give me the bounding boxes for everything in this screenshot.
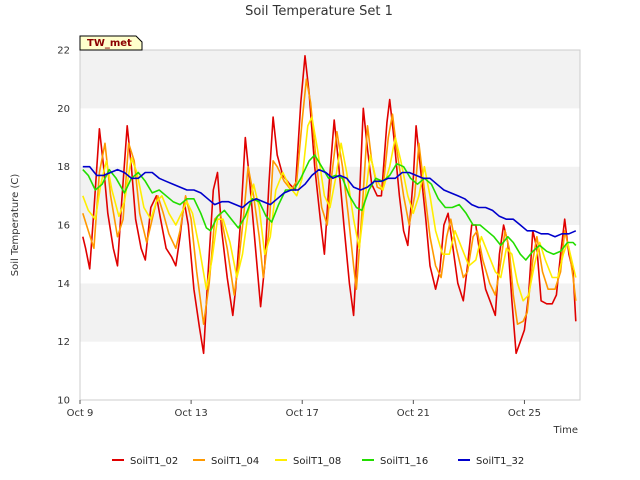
legend-label: SoilT1_04 — [211, 456, 259, 467]
y-tick-label: 16 — [57, 221, 70, 232]
y-tick-label: 20 — [57, 104, 70, 115]
grid-band — [80, 108, 580, 167]
y-axis-label: Soil Temperature (C) — [10, 174, 21, 277]
legend-label: SoilT1_32 — [476, 456, 524, 467]
y-tick-label: 22 — [57, 46, 70, 57]
x-tick-label: Oct 21 — [397, 408, 430, 419]
y-tick-label: 14 — [57, 279, 70, 290]
legend: SoilT1_02 SoilT1_04 SoilT1_08 SoilT1_16 Soil… — [112, 456, 524, 467]
grid-band — [80, 283, 580, 342]
grid-band — [80, 341, 580, 400]
series-line-soilt1-32 — [82, 165, 577, 238]
station-badge-label: TW_met — [87, 38, 132, 49]
grid-band — [80, 50, 580, 109]
background-bands — [80, 50, 580, 400]
y-tick-label: 18 — [57, 162, 70, 173]
y-axis-ticks: 10 12 14 16 18 20 22 — [57, 46, 70, 407]
x-tick-label: Oct 17 — [286, 408, 319, 419]
x-tick-label: Oct 13 — [175, 408, 208, 419]
x-axis-ticks: Oct 9 Oct 13 Oct 17 Oct 21 Oct 25 — [67, 400, 541, 419]
y-tick-label: 10 — [57, 396, 70, 407]
x-tick-label: Oct 9 — [67, 408, 94, 419]
series-line-soilt1-08 — [82, 116, 577, 302]
station-badge: TW_met — [79, 35, 143, 51]
legend-label: SoilT1_08 — [293, 456, 341, 467]
plot-border — [79, 49, 581, 401]
x-axis-label: Time — [553, 425, 578, 436]
station-badge-box — [79, 35, 143, 51]
legend-label: SoilT1_02 — [130, 456, 178, 467]
y-tick-label: 12 — [57, 337, 70, 348]
legend-label: SoilT1_16 — [380, 456, 428, 467]
x-tick-label: Oct 25 — [508, 408, 541, 419]
chart-title: Soil Temperature Set 1 — [245, 4, 393, 19]
series-layer — [82, 54, 577, 355]
